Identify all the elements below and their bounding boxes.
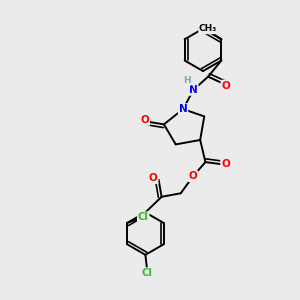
Text: Cl: Cl: [138, 212, 149, 222]
Text: CH₃: CH₃: [199, 25, 217, 34]
Text: H: H: [183, 76, 191, 85]
Text: O: O: [221, 159, 230, 169]
Text: O: O: [149, 173, 158, 183]
Text: O: O: [189, 171, 197, 181]
Text: N: N: [189, 85, 198, 95]
Text: O: O: [140, 115, 149, 125]
Text: Cl: Cl: [141, 268, 152, 278]
Text: N: N: [179, 104, 188, 114]
Text: O: O: [221, 80, 230, 91]
